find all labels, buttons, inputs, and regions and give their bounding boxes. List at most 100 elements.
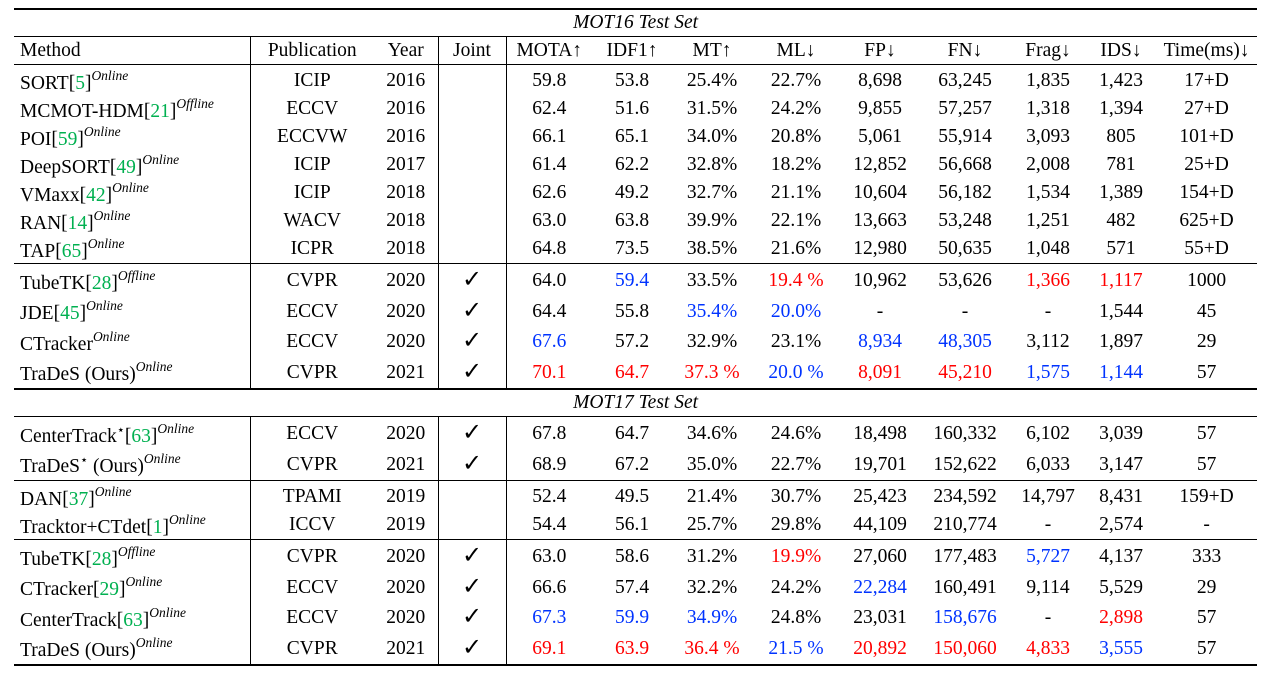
- column-header: Publication: [249, 36, 374, 65]
- publication-cell: ICPR: [249, 235, 374, 264]
- joint-cell: [437, 179, 506, 207]
- check-icon: ✓: [461, 571, 483, 600]
- year-cell: 2019: [386, 514, 426, 535]
- metric-cell: 39.9%: [686, 210, 738, 231]
- citation-link[interactable]: 28: [91, 272, 112, 294]
- metric-cell: 1,144: [1099, 361, 1143, 383]
- method-name: POI: [20, 128, 52, 150]
- metric-cell: 53,626: [920, 263, 1010, 297]
- column-header: FP↓: [840, 36, 920, 65]
- metric-cell: 2,574: [1099, 514, 1143, 535]
- metric-cell: 62.4: [505, 95, 592, 123]
- method-name: DeepSORT: [20, 156, 110, 178]
- year-cell: 2020: [374, 539, 438, 573]
- metric-cell: -: [1044, 514, 1052, 535]
- metric-cell: 20.0%: [770, 300, 822, 322]
- metric-cell: 101+D: [1179, 126, 1234, 147]
- method-name: CenterTrack: [20, 609, 117, 631]
- joint-cell: [437, 151, 506, 179]
- metric-cell: 22.1%: [770, 210, 822, 231]
- year-cell: 2021: [386, 453, 426, 475]
- joint-cell: ✓: [437, 356, 506, 389]
- metric-cell: 25.4%: [672, 64, 752, 95]
- publication-cell: CVPR: [249, 633, 374, 666]
- metric-cell: 177,483: [920, 539, 1010, 573]
- citation-link[interactable]: 21: [150, 100, 170, 122]
- year-cell: 2018: [386, 210, 426, 231]
- citation-link[interactable]: 59: [57, 128, 78, 150]
- metric-cell: 160,491: [933, 576, 997, 598]
- publication-cell: ICCV: [249, 511, 374, 540]
- metric-cell: 63,245: [920, 64, 1010, 95]
- method-cell: POI[59]Online: [20, 123, 121, 150]
- publication-cell: ECCVW: [249, 123, 374, 151]
- check-icon: ✓: [461, 356, 483, 385]
- method-type: Online: [135, 635, 173, 651]
- citation-link[interactable]: 1: [152, 516, 163, 538]
- citation-link[interactable]: 37: [68, 488, 89, 510]
- metric-cell: 23,031: [853, 607, 907, 629]
- metric-cell: 25+D: [1184, 154, 1229, 175]
- metric-cell: 19.4 %: [752, 263, 840, 297]
- table-row: CTracker[29]Online ECCV 2020 ✓ 66.6 57.4 32.2%…: [14, 571, 1257, 603]
- metric-cell: 3,039: [1086, 416, 1156, 450]
- metric-cell: 58.6: [592, 539, 672, 573]
- metric-cell: 48,305: [938, 331, 992, 353]
- citation-link[interactable]: 5: [75, 72, 85, 94]
- citation-link[interactable]: 28: [91, 548, 112, 570]
- metric-cell: 32.9%: [686, 331, 738, 353]
- table-row: JDE[45]Online ECCV 2020 ✓ 64.4 55.8 35.4% 20.0%…: [14, 296, 1257, 327]
- table-row: DeepSORT[49]Online ICIP 2017 61.4 62.2 32.8% 1…: [14, 151, 1257, 179]
- joint-cell: ✓: [437, 327, 506, 358]
- metric-cell: 56,182: [938, 182, 992, 203]
- citation-link[interactable]: 42: [86, 184, 106, 206]
- metric-cell: 8,091: [858, 361, 902, 383]
- metric-cell: 21.6%: [770, 238, 822, 259]
- metric-cell: 68.9: [505, 449, 592, 481]
- citation-link[interactable]: 63: [123, 609, 143, 631]
- metric-cell: 24.2%: [770, 576, 822, 598]
- joint-cell: [437, 511, 506, 540]
- method-type: Online: [93, 207, 131, 223]
- method-cell: SORT[5]Online: [14, 64, 250, 95]
- citation-link[interactable]: 49: [116, 156, 136, 178]
- metric-cell: 12,980: [853, 238, 907, 259]
- joint-cell: [437, 207, 506, 235]
- metric-cell: -: [1203, 514, 1210, 535]
- metric-cell: 158,676: [933, 607, 997, 629]
- metric-cell: 62.2: [614, 154, 650, 175]
- joint-cell: ✓: [437, 633, 506, 666]
- metric-cell: 69.1: [505, 633, 592, 666]
- metric-cell: 210,774: [933, 514, 997, 535]
- citation-link[interactable]: 45: [60, 303, 80, 325]
- metric-cell: 24.6%: [752, 416, 840, 450]
- method-type: Online: [125, 574, 163, 590]
- metric-cell: 67.6: [505, 327, 592, 358]
- column-header: FN↓: [920, 36, 1010, 65]
- method-type: Online: [149, 604, 187, 620]
- citation-link[interactable]: 14: [67, 212, 88, 234]
- metric-cell: 59.8: [505, 64, 592, 95]
- metric-cell: 21.5 %: [752, 633, 840, 666]
- table-row: SORT[5]Online ICIP 2016 59.8 53.8 25.4% 22.7% 8…: [14, 64, 1258, 95]
- citation-link[interactable]: 65: [61, 240, 82, 262]
- joint-cell: ✓: [437, 296, 506, 327]
- metric-cell: 70.1: [505, 357, 592, 389]
- citation-link[interactable]: 29: [99, 579, 119, 601]
- metric-cell: 1,117: [1086, 263, 1156, 297]
- metric-cell: 1,394: [1099, 98, 1143, 119]
- metric-cell: -: [961, 300, 969, 322]
- method-cell: MCMOT-HDM[21]Offline: [20, 95, 214, 122]
- year-cell: 2018: [386, 182, 426, 203]
- citation-link[interactable]: 63: [131, 425, 151, 447]
- publication-cell: CVPR: [249, 539, 374, 573]
- metric-cell: 24.8%: [770, 607, 822, 629]
- metric-cell: 12,852: [853, 154, 907, 175]
- metric-cell: 1,544: [1099, 300, 1143, 322]
- method-cell: DAN[37]Online: [14, 480, 250, 511]
- publication-cell: ICIP: [249, 64, 374, 95]
- metric-cell: 57: [1196, 361, 1217, 383]
- table-row: CenterTrack[63]Online ECCV 2020 ✓ 67.3 59.9 34…: [14, 603, 1257, 634]
- publication-cell: TPAMI: [249, 480, 374, 511]
- metric-cell: 31.5%: [686, 98, 738, 119]
